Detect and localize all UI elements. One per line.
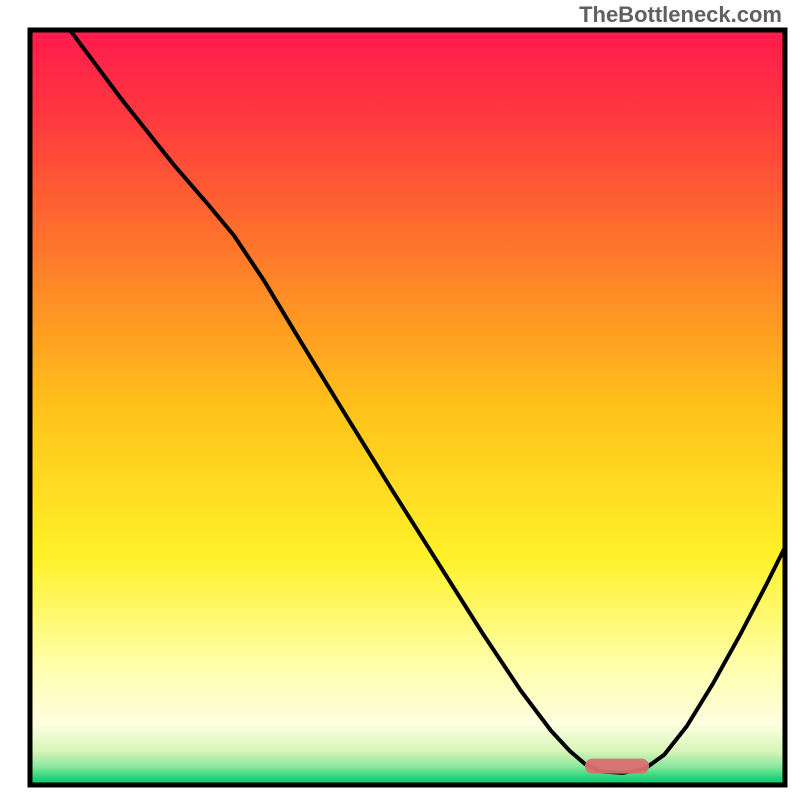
optimal-zone-marker — [585, 759, 649, 774]
watermark-text: TheBottleneck.com — [579, 2, 782, 28]
plot-area — [30, 30, 785, 785]
gradient-fill — [30, 30, 785, 785]
bottleneck-chart — [0, 0, 800, 800]
